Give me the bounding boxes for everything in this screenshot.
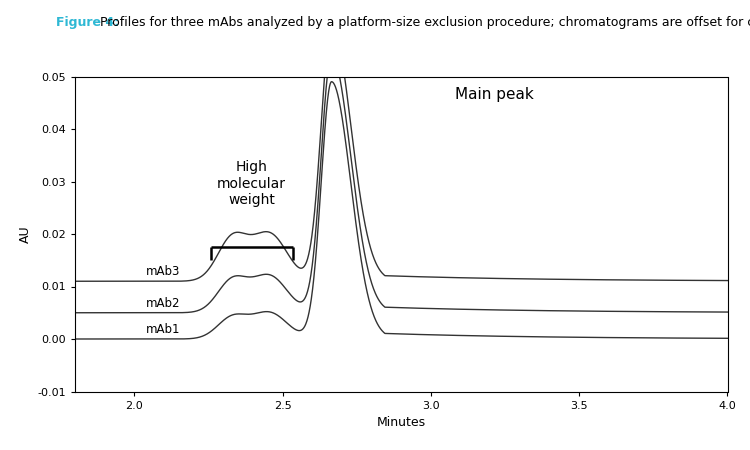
Text: mAb3: mAb3	[146, 265, 181, 278]
Text: Profiles for three mAbs analyzed by a platform-size exclusion procedure; chromat: Profiles for three mAbs analyzed by a pl…	[96, 16, 750, 29]
Y-axis label: AU: AU	[19, 225, 32, 243]
Text: Figure 4:: Figure 4:	[56, 16, 119, 29]
Text: mAb2: mAb2	[146, 297, 181, 310]
Text: Main peak: Main peak	[454, 87, 533, 102]
Text: High
molecular
weight: High molecular weight	[217, 161, 286, 207]
Text: mAb1: mAb1	[146, 323, 181, 336]
X-axis label: Minutes: Minutes	[376, 416, 426, 429]
